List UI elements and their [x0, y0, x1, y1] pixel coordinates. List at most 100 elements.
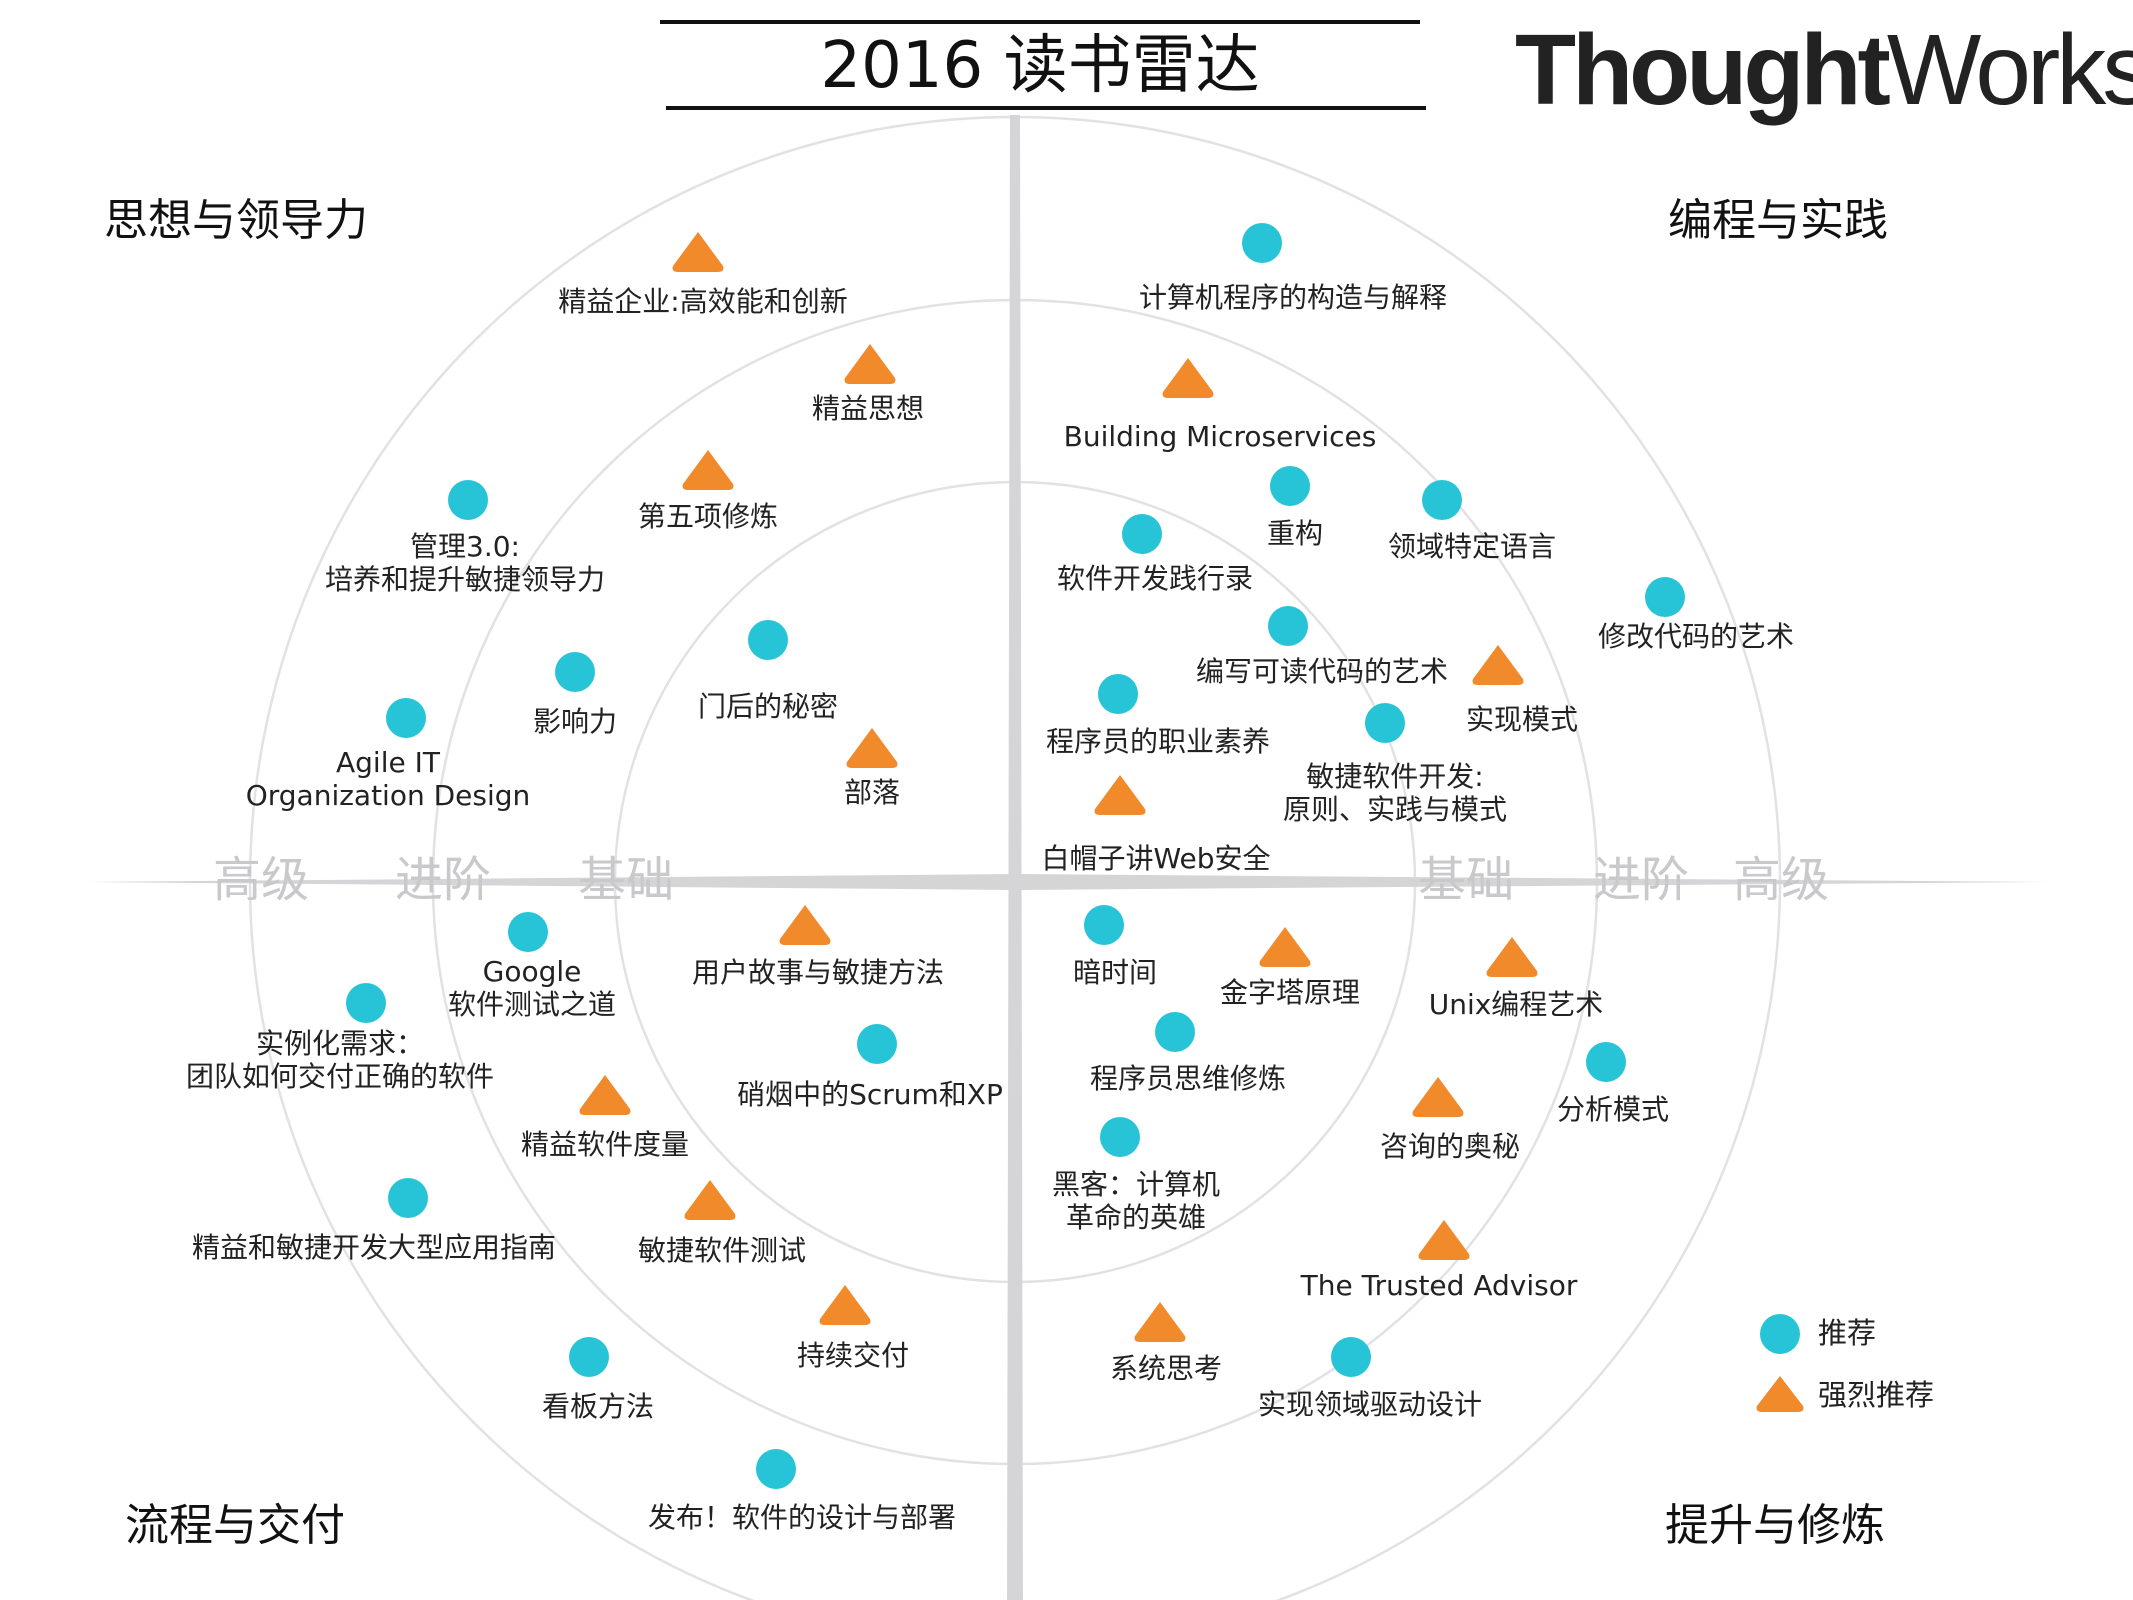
recommend-marker: [569, 1337, 609, 1377]
book-label: Agile IT Organization Design: [246, 746, 531, 812]
book-label-line: 精益和敏捷开发大型应用指南: [191, 1231, 557, 1264]
strong-recommend-marker: [819, 1285, 871, 1325]
book-label: 精益和敏捷开发大型应用指南: [192, 1231, 556, 1264]
recommend-marker: [1084, 905, 1124, 945]
recommend-marker: [1422, 480, 1462, 520]
book-label-line: 用户故事与敏捷方法: [691, 956, 945, 989]
recommend-marker: [1268, 606, 1308, 646]
book-label-line: 精益思想: [811, 392, 925, 425]
logo-light-text: Works: [1886, 14, 2133, 126]
book-label: 重构: [1267, 517, 1323, 550]
book-label-line: 实现模式: [1465, 703, 1579, 736]
recommend-marker: [1100, 1117, 1140, 1157]
book-label: 编写可读代码的艺术: [1196, 655, 1448, 688]
book-label: 领域特定语言: [1388, 530, 1556, 563]
book-label-line: Building Microservices: [1063, 420, 1377, 453]
book-label-line: 持续交付: [796, 1339, 910, 1372]
recommend-marker: [1365, 703, 1405, 743]
book-label-line: 团队如何交付正确的软件: [185, 1060, 495, 1093]
radar-axes: [85, 115, 2055, 1600]
book-label: 程序员思维修炼: [1090, 1062, 1286, 1095]
ring-label-right-intermediate: 进阶: [1593, 852, 1690, 908]
strong-recommend-marker: [1486, 937, 1538, 977]
book-label-line: 精益企业:高效能和创新: [558, 285, 848, 318]
book-label-line: 咨询的奥秘: [1379, 1130, 1521, 1163]
book-label-line: 发布！软件的设计与部署: [647, 1501, 957, 1534]
logo-bold-text: Thought: [1515, 14, 1891, 126]
book-label-line: 白帽子讲Web安全: [1041, 842, 1271, 875]
legend-strong-label: 强烈推荐: [1818, 1378, 1935, 1412]
book-label: 实例化需求： 团队如何交付正确的软件: [186, 1027, 494, 1093]
legend-recommend-label: 推荐: [1818, 1316, 1877, 1350]
radar-axis-vertical: [1007, 115, 1023, 1600]
strong-recommend-marker: [1418, 1220, 1470, 1260]
strong-recommend-marker: [846, 728, 898, 768]
strong-recommend-marker: [1412, 1077, 1464, 1117]
quadrant-title-growth: 提升与修炼: [1665, 1500, 1885, 1551]
title-rule-top: [660, 20, 1420, 24]
book-label: 黑客：计算机 革命的英雄: [1052, 1168, 1220, 1234]
book-label-line: 软件测试之道: [447, 988, 617, 1021]
book-label: 计算机程序的构造与解释: [1139, 281, 1447, 314]
ring-label-right-basic: 基础: [1418, 852, 1515, 908]
ring-label-left-basic: 基础: [578, 852, 675, 908]
strong-recommend-marker: [779, 905, 831, 945]
recommend-marker: [1270, 466, 1310, 506]
quadrant-title-programming-practice: 编程与实践: [1668, 195, 1888, 246]
book-label-line: 硝烟中的Scrum和XP: [737, 1078, 1003, 1111]
strong-recommend-marker: [1162, 358, 1214, 398]
book-label-line: 影响力: [532, 705, 618, 738]
strong-recommend-marker: [844, 344, 896, 384]
strong-recommend-marker: [579, 1075, 631, 1115]
book-label-line: 实例化需求：: [255, 1027, 425, 1060]
book-label: Unix编程艺术: [1429, 988, 1604, 1021]
book-label: 咨询的奥秘: [1380, 1130, 1520, 1163]
strong-recommend-marker: [672, 232, 724, 272]
recommend-marker: [448, 480, 488, 520]
book-label-line: 管理3.0:: [410, 530, 520, 563]
recommend-marker: [1155, 1012, 1195, 1052]
legend-markers: [1756, 1314, 1804, 1412]
book-label: 白帽子讲Web安全: [1041, 842, 1270, 875]
book-label: 实现领域驱动设计: [1258, 1388, 1482, 1421]
ring-label-left-advanced: 高级: [213, 852, 310, 908]
book-label: 实现模式: [1466, 703, 1578, 736]
strong-recommend-marker: [1472, 645, 1524, 685]
book-label: 敏捷软件开发: 原则、实践与模式: [1283, 760, 1507, 826]
book-label: 敏捷软件测试: [638, 1234, 806, 1267]
book-label: 暗时间: [1073, 956, 1157, 989]
book-label-line: 程序员思维修炼: [1089, 1062, 1287, 1095]
book-label: 发布！软件的设计与部署: [648, 1501, 956, 1534]
book-label-line: 领域特定语言: [1387, 530, 1557, 563]
book-label: 金字塔原理: [1220, 976, 1360, 1009]
recommend-marker: [555, 652, 595, 692]
title-rule-bottom: [666, 106, 1426, 110]
strong-recommend-marker: [684, 1180, 736, 1220]
recommend-marker: [388, 1178, 428, 1218]
book-label-line: 培养和提升敏捷领导力: [324, 563, 606, 596]
book-label: 精益思想: [812, 392, 924, 425]
recommend-marker: [1586, 1042, 1626, 1082]
strong-recommend-marker: [1134, 1302, 1186, 1342]
strong-recommend-marker: [1094, 775, 1146, 815]
book-markers: [346, 223, 1685, 1489]
book-label-line: The Trusted Advisor: [1300, 1269, 1578, 1302]
recommend-marker: [1242, 223, 1282, 263]
book-label: The Trusted Advisor: [1301, 1269, 1578, 1302]
recommend-marker: [1645, 577, 1685, 617]
book-label: 持续交付: [797, 1339, 909, 1372]
radar-axis-horizontal: [85, 874, 2055, 890]
book-label-line: Google: [482, 955, 582, 988]
book-label: 软件开发践行录: [1057, 562, 1253, 595]
book-label: 用户故事与敏捷方法: [692, 956, 944, 989]
book-label: 管理3.0: 培养和提升敏捷领导力: [325, 530, 605, 596]
book-label: 修改代码的艺术: [1598, 620, 1794, 653]
book-label-line: 部落: [843, 776, 901, 809]
book-label-line: 暗时间: [1072, 956, 1158, 989]
recommend-marker: [508, 912, 548, 952]
strong-recommend-marker: [1259, 927, 1311, 967]
legend-recommend-icon: [1760, 1314, 1800, 1354]
recommend-marker: [1098, 674, 1138, 714]
recommend-marker: [346, 983, 386, 1023]
